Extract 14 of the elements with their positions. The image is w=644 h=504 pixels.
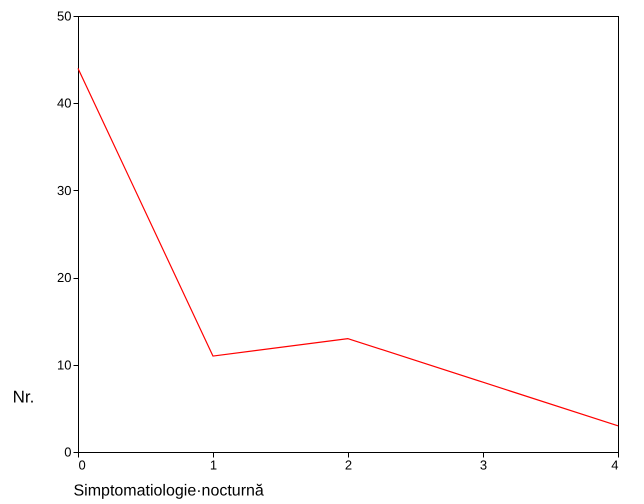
x-axis-title: Simptomatiologie·nocturnă: [74, 482, 264, 500]
y-tick-label: 20: [57, 270, 72, 286]
x-tick-label: 0: [78, 458, 86, 472]
x-tick-label: 1: [210, 458, 218, 472]
x-tick-label: 4: [611, 458, 618, 472]
y-axis-title: Nr.: [12, 388, 34, 406]
y-tick-label: 10: [57, 357, 72, 372]
y-tick-label: 40: [57, 96, 72, 111]
line-series: [77, 68, 619, 426]
y-tick-label: 0: [64, 444, 72, 460]
y-tick-label: 50: [57, 8, 72, 24]
x-tick-label: 3: [480, 458, 488, 472]
x-tick-label: 2: [344, 458, 352, 472]
y-tick-label: 30: [57, 182, 72, 198]
